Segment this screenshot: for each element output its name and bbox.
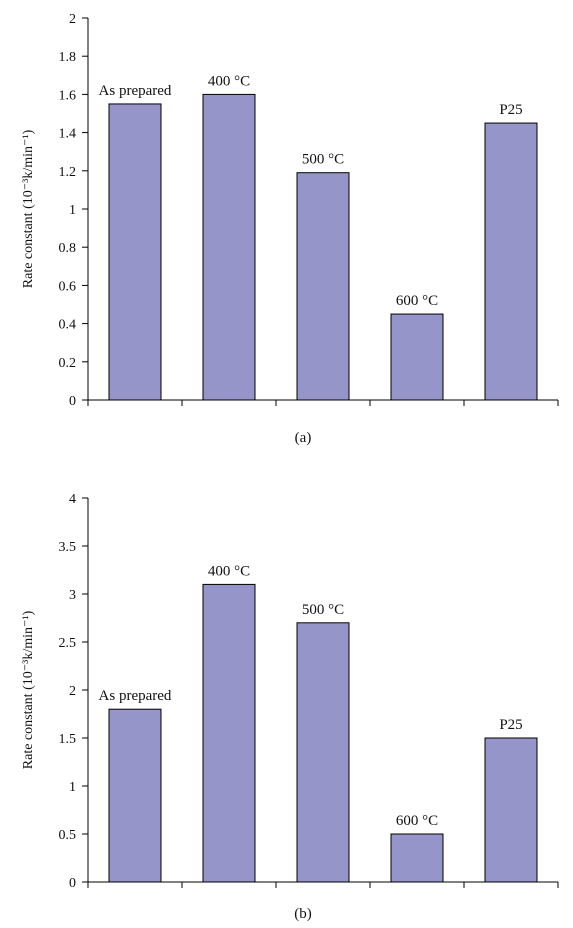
y-tick-label: 0.2 <box>59 356 77 371</box>
bar-3 <box>296 622 350 883</box>
bar-label-4: 600 °C <box>396 293 438 309</box>
bar-5 <box>484 122 538 401</box>
bar-2 <box>202 93 256 401</box>
bar-2 <box>202 583 256 883</box>
bar-3 <box>296 172 350 401</box>
y-tick-label: 1.8 <box>59 50 77 65</box>
bar-label-2: 400 °C <box>208 73 250 89</box>
bar-4 <box>390 833 444 883</box>
bar-label-5: P25 <box>499 102 522 118</box>
y-tick-label: 1.5 <box>59 732 77 747</box>
y-tick-label: 1.6 <box>59 88 77 103</box>
bar-label-1: As prepared <box>99 688 172 704</box>
y-tick-label: 0 <box>69 876 76 891</box>
y-tick-label: 2 <box>69 12 76 27</box>
y-tick-label: 1 <box>69 780 76 795</box>
bar-4 <box>390 313 444 401</box>
bar-1 <box>108 708 162 883</box>
y-tick-label: 1 <box>69 203 76 218</box>
chart-b: 0 0.5 1 1.5 2 2.5 3 3.5 4 As prepared 400 °C 500 °C… <box>21 492 559 922</box>
y-tick-label: 3 <box>69 588 76 603</box>
y-tick-label: 0.6 <box>59 279 77 294</box>
y-tick-label: 0.8 <box>59 241 77 256</box>
y-tick-label: 3.5 <box>59 540 77 555</box>
bar-label-4: 600 °C <box>396 813 438 829</box>
y-axis-label: Rate constant (10⁻³k/min⁻¹) <box>21 610 36 769</box>
bar-label-3: 500 °C <box>302 152 344 168</box>
y-tick-label: 1.4 <box>59 127 77 142</box>
y-tick-label: 2 <box>69 684 76 699</box>
y-axis-label: Rate constant (10⁻³k/min⁻¹) <box>21 129 36 288</box>
bar-label-2: 400 °C <box>208 563 250 579</box>
y-tick-label: 0.5 <box>59 828 77 843</box>
y-tick-label: 0 <box>69 394 76 409</box>
bar-label-5: P25 <box>499 717 522 733</box>
subfigure-caption: (b) <box>294 906 312 922</box>
y-tick-label: 1.2 <box>59 165 77 180</box>
y-tick-label: 2.5 <box>59 636 77 651</box>
bar-label-1: As prepared <box>99 83 172 99</box>
y-tick-label: 4 <box>69 492 76 507</box>
y-tick-label: 0.4 <box>59 318 77 333</box>
subfigure-caption: (a) <box>295 430 312 446</box>
chart-a: 0 0.2 0.4 0.6 0.8 1 1.2 1.4 1.6 1.8 2 As prepared 40… <box>21 12 559 446</box>
bar-5 <box>484 737 538 883</box>
bar-label-3: 500 °C <box>302 602 344 618</box>
bar-1 <box>108 103 162 401</box>
